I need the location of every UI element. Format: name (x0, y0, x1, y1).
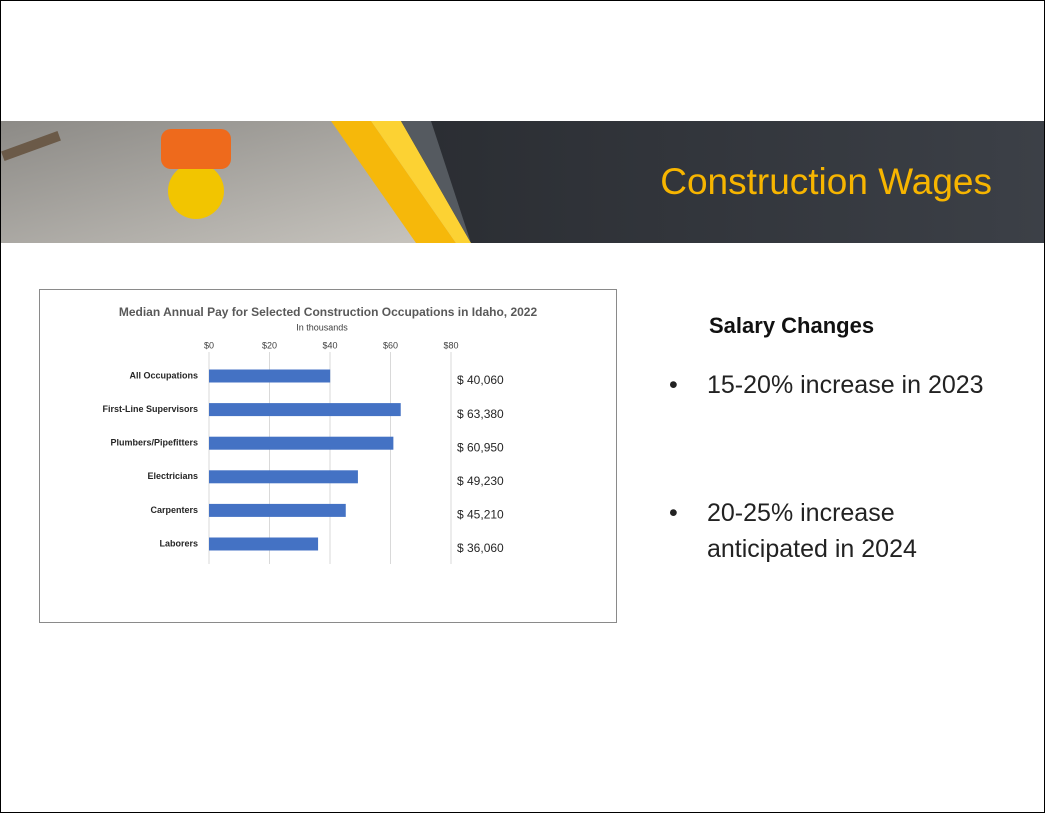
slide: Construction Wages Median Annual Pay for… (0, 0, 1045, 813)
bullet: •15-20% increase in 2023 (669, 367, 999, 403)
y-tick-label: Carpenters (150, 505, 198, 515)
y-tick-label: Electricians (147, 471, 198, 481)
bar (209, 504, 346, 517)
data-label: $ 49,230 (457, 474, 504, 488)
chart: Median Annual Pay for Selected Construct… (39, 289, 617, 623)
data-label: $ 63,380 (457, 407, 504, 421)
bar (209, 470, 358, 483)
bar (209, 370, 330, 383)
bar (209, 437, 393, 450)
y-tick-label: All Occupations (129, 370, 198, 380)
data-label: $ 36,060 (457, 541, 504, 555)
bar (209, 403, 401, 416)
x-tick-label: $40 (322, 340, 337, 350)
slide-title: Construction Wages (660, 161, 992, 203)
data-label: $ 60,950 (457, 440, 504, 454)
x-tick-label: $20 (262, 340, 277, 350)
x-tick-label: $60 (383, 340, 398, 350)
bullet-text: 15-20% increase in 2023 (707, 367, 999, 403)
y-tick-label: Laborers (159, 538, 198, 548)
x-tick-label: $80 (443, 340, 458, 350)
data-label: $ 40,060 (457, 373, 504, 387)
bullet: •20-25% increase anticipated in 2024 (669, 495, 999, 567)
chart-subtitle: In thousands (296, 322, 348, 332)
data-label: $ 45,210 (457, 508, 504, 522)
bar (209, 538, 318, 551)
chart-title: Median Annual Pay for Selected Construct… (119, 305, 538, 319)
y-tick-label: First-Line Supervisors (102, 404, 198, 414)
bullet-text: 20-25% increase anticipated in 2024 (707, 495, 999, 567)
y-tick-label: Plumbers/Pipefitters (110, 438, 198, 448)
side-heading: Salary Changes (709, 313, 874, 339)
x-tick-label: $0 (204, 340, 214, 350)
